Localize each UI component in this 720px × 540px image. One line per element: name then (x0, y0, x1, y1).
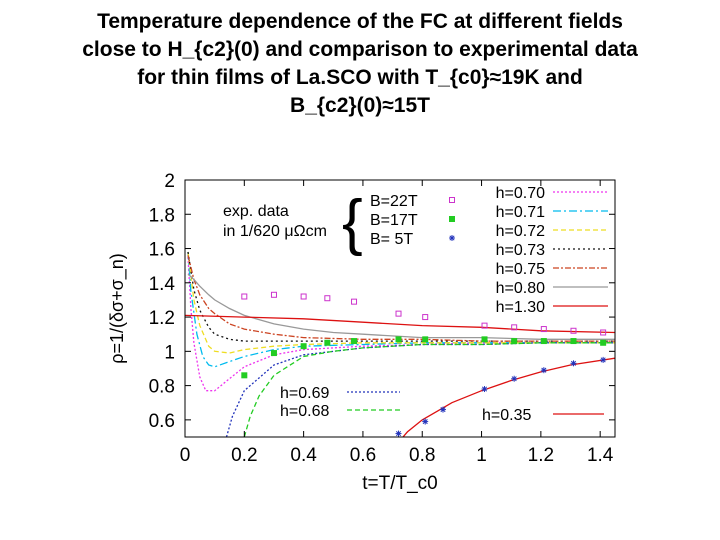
data-point (395, 336, 402, 343)
curve-h-0-35 (402, 357, 615, 437)
legend-marker (449, 216, 455, 222)
legend: exp. data in 1/620 μΩcm { B=22T B=17T B= 5T h=… (223, 185, 608, 424)
axis-labels: t=T/T_c0 ρ=1/(δσ+σ_n) (107, 253, 438, 494)
data-point (540, 326, 547, 333)
data-point (540, 338, 547, 345)
data-point (270, 291, 277, 298)
y-tick-label: 1.4 (149, 274, 176, 295)
curve-h-0-72 (187, 251, 615, 354)
legend-label-exp: B=17T (370, 212, 418, 229)
data-point (270, 350, 277, 357)
title-line: B_{c2}(0)≈15T (290, 94, 430, 117)
data-point (600, 356, 607, 363)
data-point (300, 343, 307, 350)
legend-label-exp: B= 5T (370, 231, 413, 248)
data-point (570, 360, 577, 367)
y-axis-label: ρ=1/(δσ+σ_n) (107, 253, 128, 364)
data-point (422, 314, 429, 321)
asterisk-stroke (600, 357, 606, 363)
asterisk-stroke (422, 419, 428, 425)
asterisk-stroke (395, 431, 402, 437)
legend-label-theory: h=0.73 (496, 242, 545, 259)
legend-label-theory: h=0.75 (496, 261, 545, 278)
legend-label-theory: h=0.72 (496, 223, 545, 240)
legend-label-theory: h=0.71 (496, 204, 545, 221)
experimental-points (241, 291, 607, 437)
legend-label-theory: h=0.35 (482, 407, 531, 424)
data-point (440, 406, 446, 413)
annotation-text: in 1/620 μΩcm (223, 223, 327, 240)
legend-label-theory: h=0.70 (496, 185, 545, 202)
y-tick-label: 0.8 (149, 377, 175, 398)
data-point (600, 329, 607, 336)
asterisk-stroke (570, 360, 577, 366)
data-point (422, 418, 429, 425)
data-point (324, 339, 331, 346)
title-line: for thin films of La.SCO with T_{c0}≈19K… (137, 66, 583, 89)
axis-ticks: 0 0.2 0.4 0.6 0.8 1 1.2 1.4 0.6 0.8 1 1.2 1.4 1.6 1.8 2 (149, 171, 615, 466)
title-line: close to H_{c2}(0) and comparison to exp… (82, 38, 638, 61)
legend-label-theory: h=0.80 (496, 280, 545, 297)
curve-h-0-73 (187, 251, 615, 342)
legend-marker (449, 197, 455, 203)
data-point (324, 295, 331, 302)
data-point (570, 338, 577, 345)
slide-title: Temperature dependence of the FC at diff… (20, 8, 700, 120)
theory-curves (185, 251, 615, 437)
y-tick-label: 1.2 (149, 308, 175, 329)
data-point (600, 339, 607, 346)
data-point (540, 367, 547, 374)
legend-brace: { (342, 188, 363, 257)
y-tick-label: 0.6 (149, 411, 175, 432)
legend-label-theory: h=1.30 (496, 299, 545, 316)
plot-frame (184, 179, 616, 438)
curve-h-1-30 (185, 314, 615, 334)
data-point (481, 336, 488, 343)
asterisk-stroke (541, 367, 547, 373)
asterisk-stroke (511, 376, 517, 382)
legend-label-theory: h=0.69 (280, 385, 329, 402)
x-tick-label: 1 (476, 445, 487, 466)
annotation-text: exp. data (223, 203, 289, 220)
data-point (481, 322, 488, 329)
data-point (351, 298, 358, 305)
x-axis-label: t=T/T_c0 (362, 473, 438, 494)
data-point (422, 336, 429, 343)
legend-label-exp: B=22T (370, 193, 418, 210)
y-tick-label: 1.8 (149, 205, 175, 226)
legend-marker (449, 235, 455, 241)
x-tick-label: 1.2 (528, 445, 554, 466)
data-point (241, 372, 248, 379)
x-tick-label: 0.2 (231, 445, 257, 466)
asterisk-stroke (449, 235, 455, 241)
x-tick-label: 0.6 (350, 445, 376, 466)
data-point (511, 338, 518, 345)
y-tick-label: 1 (164, 342, 175, 363)
curve-h-0-80 (187, 273, 615, 340)
curve-h-0-68 (243, 342, 615, 437)
x-tick-label: 0 (180, 445, 191, 466)
x-tick-label: 0.8 (409, 445, 435, 466)
data-point (481, 386, 488, 393)
legend-label-theory: h=0.68 (280, 403, 329, 420)
data-point (351, 338, 358, 345)
y-tick-label: 1.6 (149, 240, 175, 261)
data-point (395, 310, 402, 317)
data-point (241, 293, 248, 300)
curve-h-0-71 (187, 251, 615, 368)
asterisk-stroke (440, 407, 446, 413)
asterisk-stroke (481, 386, 488, 392)
y-tick-label: 2 (164, 171, 175, 192)
data-point (511, 324, 518, 331)
curve-h-0-70 (187, 257, 615, 392)
data-point (395, 430, 402, 437)
x-tick-label: 1.4 (587, 445, 614, 466)
x-tick-label: 0.4 (290, 445, 317, 466)
data-point (511, 375, 518, 382)
data-point (300, 293, 307, 300)
title-line: Temperature dependence of the FC at diff… (97, 10, 623, 33)
curve-h-0-75 (187, 255, 615, 342)
data-point (570, 327, 577, 334)
